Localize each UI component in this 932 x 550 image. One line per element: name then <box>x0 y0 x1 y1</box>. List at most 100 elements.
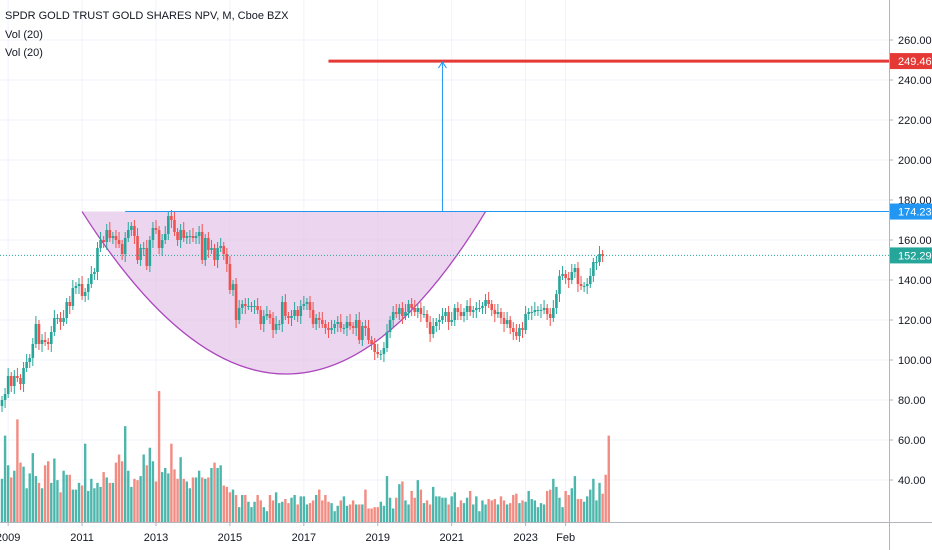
candle-body <box>595 262 598 263</box>
volume-indicator-legend[interactable]: Vol (20) <box>5 29 43 41</box>
candle-body <box>450 320 453 322</box>
candle-body <box>22 368 25 384</box>
volume-bar <box>176 478 179 522</box>
chart-title[interactable]: SPDR GOLD TRUST GOLD SHARES NPV, M, Cboe… <box>5 10 289 22</box>
candle-body <box>431 326 435 334</box>
y-tick-label: 100.00 <box>898 355 932 367</box>
candle-body <box>185 236 189 238</box>
volume-bar <box>3 435 7 522</box>
candle-body <box>56 318 59 319</box>
volume-bar <box>586 496 589 522</box>
candle-body <box>228 264 232 290</box>
last-price-price-badge[interactable] <box>890 247 932 264</box>
candle-body <box>271 318 275 330</box>
candle-body <box>299 306 303 316</box>
volume-bar <box>592 478 595 522</box>
candle-body <box>394 312 398 314</box>
target-price-badge[interactable] <box>890 53 932 70</box>
volume-bar <box>47 461 50 522</box>
volume-bar <box>542 504 546 522</box>
candle-body <box>354 320 358 328</box>
candle-body <box>244 304 247 306</box>
volume-bar <box>127 470 130 522</box>
candle-body <box>179 230 182 240</box>
volume-bar <box>438 496 441 522</box>
volume-bar <box>293 495 296 522</box>
candle-body <box>539 310 543 311</box>
volume-bar <box>170 443 173 522</box>
candle-body <box>438 320 441 322</box>
volume-bar <box>182 478 185 522</box>
candle-body <box>31 344 35 358</box>
volume-bar <box>355 504 358 522</box>
volume-bar <box>222 485 225 522</box>
candle-body <box>142 248 145 249</box>
volume-bar <box>573 476 577 522</box>
resistance-price-label: 174.23 <box>898 207 932 219</box>
candle-body <box>176 232 179 240</box>
volume-bar <box>274 492 278 522</box>
candle-body <box>240 304 244 308</box>
volume-bar <box>382 505 386 522</box>
volume-bar <box>579 499 583 522</box>
candle-body <box>231 284 235 290</box>
volume-bar <box>90 478 93 522</box>
candle-body <box>305 302 309 304</box>
volume-bar <box>139 476 142 522</box>
candle-body <box>561 274 564 276</box>
x-tick-label: 2021 <box>439 532 463 544</box>
volume-bar <box>136 480 139 522</box>
volume-bar <box>207 477 210 522</box>
volume-bar <box>287 503 290 522</box>
resistance-price-badge[interactable] <box>890 203 932 220</box>
candle-body <box>247 306 250 307</box>
volume-bar <box>271 500 275 522</box>
candle-body <box>558 276 561 294</box>
volume-bar <box>65 474 68 522</box>
volume-bar <box>339 500 342 522</box>
candle-body <box>524 314 527 330</box>
candle-body <box>567 278 571 280</box>
candle-body <box>428 322 432 334</box>
volume-bar <box>376 507 379 522</box>
candle-body <box>53 318 56 332</box>
candle-body <box>582 286 586 287</box>
volume-bar <box>607 435 610 522</box>
candle-body <box>207 238 210 250</box>
volume-bar <box>311 500 315 522</box>
candle-body <box>200 232 204 260</box>
volume-indicator-legend[interactable]: Vol (20) <box>5 47 43 59</box>
volume-bar <box>342 496 346 522</box>
volume-bar <box>10 477 13 522</box>
candle-body <box>391 312 395 320</box>
volume-bar <box>120 461 124 522</box>
volume-bar <box>228 492 232 522</box>
candle-body <box>314 318 318 324</box>
candle-body <box>284 302 287 316</box>
candle-body <box>253 306 256 307</box>
candle-body <box>357 320 361 340</box>
candle-body <box>80 284 84 296</box>
volume-bar <box>28 473 31 522</box>
candle-body <box>83 292 87 296</box>
candle-body <box>459 312 463 316</box>
annotation-lines[interactable] <box>0 59 889 256</box>
candle-body <box>277 324 281 325</box>
volume-bar <box>561 507 564 522</box>
candle-body <box>133 226 136 236</box>
candle-body <box>407 304 410 312</box>
volume-bar <box>96 482 99 522</box>
volume-bar <box>395 497 398 522</box>
candle-body <box>274 324 278 330</box>
volume-bar <box>545 490 549 522</box>
volume-bar <box>364 489 367 522</box>
cup-outline[interactable] <box>81 211 487 375</box>
volume-bar <box>505 504 509 522</box>
volume-bar <box>22 466 25 522</box>
cup-pattern-drawing[interactable] <box>81 211 487 375</box>
volume-bar <box>345 505 349 522</box>
candle-body <box>265 314 269 316</box>
volume-bar <box>512 495 515 522</box>
